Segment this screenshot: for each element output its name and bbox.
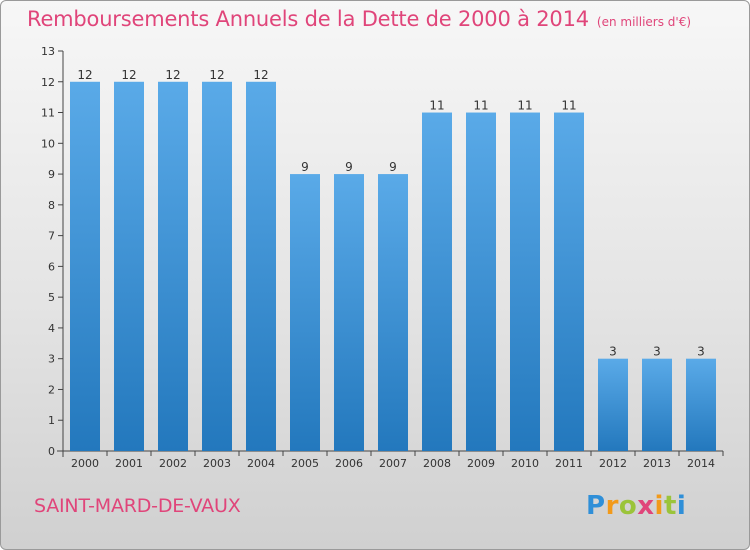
x-tick-label: 2014 xyxy=(687,457,715,470)
y-tick-label: 9 xyxy=(48,168,55,181)
y-tick-label: 11 xyxy=(41,107,55,120)
bar-2005 xyxy=(290,174,320,452)
bar-2002 xyxy=(158,81,188,452)
y-tick-label: 5 xyxy=(48,291,55,304)
x-tick-label: 2003 xyxy=(203,457,231,470)
x-tick-label: 2000 xyxy=(71,457,99,470)
x-tick-label: 2010 xyxy=(511,457,539,470)
bar-2008 xyxy=(422,112,452,452)
logo-letter: i xyxy=(654,491,664,521)
logo-letter: i xyxy=(676,491,687,521)
proxiti-logo[interactable]: Proxiti xyxy=(586,491,686,521)
data-label-2000: 12 xyxy=(77,68,92,82)
logo-letter: P xyxy=(586,491,606,521)
bar-2011 xyxy=(554,112,584,452)
data-label-2001: 12 xyxy=(121,68,136,82)
y-tick-label: 7 xyxy=(48,230,55,243)
y-tick-label: 4 xyxy=(48,322,55,335)
data-label-2002: 12 xyxy=(165,68,180,82)
data-label-2005: 9 xyxy=(301,160,309,174)
chart-title-block: Remboursements Annuels de la Dette de 20… xyxy=(27,7,691,31)
x-tick-label: 2008 xyxy=(423,457,451,470)
y-tick-label: 6 xyxy=(48,260,55,273)
data-label-2003: 12 xyxy=(209,68,224,82)
data-label-2013: 3 xyxy=(653,345,661,359)
y-tick-label: 12 xyxy=(41,76,55,89)
x-tick-label: 2012 xyxy=(599,457,627,470)
bar-2003 xyxy=(202,81,232,452)
data-label-2010: 11 xyxy=(517,99,532,113)
y-tick-label: 3 xyxy=(48,353,55,366)
x-tick-label: 2013 xyxy=(643,457,671,470)
y-tick-label: 0 xyxy=(48,445,55,458)
bar-2012 xyxy=(598,358,628,451)
logo-letter: o xyxy=(618,491,638,521)
logo-letter: x xyxy=(637,491,655,521)
bar-2014 xyxy=(686,358,716,451)
bar-2013 xyxy=(642,358,672,451)
data-label-2007: 9 xyxy=(389,160,397,174)
y-tick-label: 10 xyxy=(41,137,55,150)
bars xyxy=(70,81,716,452)
x-tick-label: 2006 xyxy=(335,457,363,470)
bar-2001 xyxy=(114,81,144,452)
x-tick-label: 2007 xyxy=(379,457,407,470)
y-tick-label: 8 xyxy=(48,199,55,212)
x-tick-label: 2004 xyxy=(247,457,275,470)
bar-2004 xyxy=(246,81,276,452)
logo-letter: t xyxy=(663,491,677,521)
x-tick-label: 2011 xyxy=(555,457,583,470)
data-label-2014: 3 xyxy=(697,345,705,359)
bar-2000 xyxy=(70,81,100,452)
y-tick-label: 2 xyxy=(48,383,55,396)
commune-name: SAINT-MARD-DE-VAUX xyxy=(34,495,241,517)
data-label-2006: 9 xyxy=(345,160,353,174)
chart-subtitle: (en milliers d'€) xyxy=(596,15,692,29)
data-labels: 12 12 12 12 12 9 9 9 11 11 11 11 3 3 3 xyxy=(77,68,704,359)
logo-letter: r xyxy=(605,491,619,521)
x-tick-label: 2009 xyxy=(467,457,495,470)
chart-title: Remboursements Annuels de la Dette de 20… xyxy=(27,7,589,31)
data-label-2009: 11 xyxy=(473,99,488,113)
bar-2007 xyxy=(378,174,408,452)
data-label-2011: 11 xyxy=(561,99,576,113)
x-tick-label: 2005 xyxy=(291,457,319,470)
y-tick-label: 1 xyxy=(48,414,55,427)
bar-2010 xyxy=(510,112,540,452)
data-label-2004: 12 xyxy=(253,68,268,82)
bar-2006 xyxy=(334,174,364,452)
data-label-2012: 3 xyxy=(609,345,617,359)
bar-2009 xyxy=(466,112,496,452)
x-tick-label: 2001 xyxy=(115,457,143,470)
data-label-2008: 11 xyxy=(429,99,444,113)
y-tick-label: 13 xyxy=(41,45,55,58)
x-tick-label: 2002 xyxy=(159,457,187,470)
